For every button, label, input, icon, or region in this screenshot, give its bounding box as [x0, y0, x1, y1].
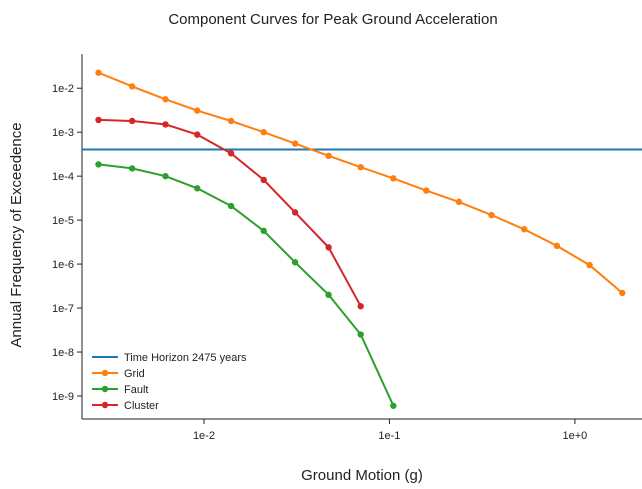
grid-point: [619, 289, 626, 297]
cluster-point: [128, 117, 136, 125]
grid-point: [488, 211, 495, 219]
series-fault: [95, 161, 397, 409]
y-tick-label: 1e-3: [52, 127, 74, 139]
cluster-point: [194, 131, 201, 138]
cluster-point: [227, 150, 235, 157]
cluster-point: [357, 303, 364, 310]
y-tick-label: 1e-6: [52, 259, 74, 271]
grid-point: [423, 187, 430, 194]
cluster-point: [260, 176, 267, 184]
grid-point: [390, 175, 397, 182]
x-axis-label: Ground Motion (g): [301, 467, 423, 484]
chart-title: Component Curves for Peak Ground Acceler…: [168, 11, 497, 28]
y-ticks: 1e-2 1e-3 1e-4 1e-5 1e-6 1e-7 1e-8 1e-9: [52, 83, 82, 403]
y-tick-label: 1e-2: [52, 83, 74, 95]
legend-label-fault: Fault: [124, 384, 148, 396]
legend-label-cluster: Cluster: [124, 400, 159, 412]
fault-point: [357, 331, 364, 338]
grid-point: [162, 96, 169, 103]
fault-point: [194, 185, 201, 192]
grid-point: [455, 198, 463, 206]
grid-point: [586, 261, 593, 269]
y-tick-label: 1e-9: [52, 391, 74, 403]
cluster-point: [95, 116, 102, 124]
grid-point: [325, 152, 332, 160]
legend-marker-cluster: [101, 401, 109, 409]
fault-point: [162, 172, 169, 180]
cluster-point: [291, 209, 299, 216]
y-tick-label: 1e-7: [52, 303, 74, 315]
x-tick-label: 1e-2: [193, 430, 215, 442]
grid-point: [194, 107, 201, 114]
series-grid: [95, 69, 626, 297]
x-tick-label: 1e+0: [563, 430, 588, 442]
fault-line: [98, 163, 395, 407]
cluster-point: [325, 244, 332, 251]
grid-point: [553, 242, 561, 250]
series-cluster: [95, 116, 364, 310]
y-tick-label: 1e-8: [52, 347, 74, 359]
grid-point: [227, 117, 235, 125]
grid-point: [357, 163, 364, 171]
y-axis-label: Annual Frequency of Exceedence: [8, 122, 25, 347]
x-tick-label: 1e-1: [378, 430, 400, 442]
legend: Time Horizon 2475 years Grid Fault Clust…: [92, 352, 247, 412]
fault-point: [291, 259, 299, 266]
y-tick-label: 1e-4: [52, 171, 74, 183]
legend-label-grid: Grid: [124, 368, 145, 380]
series-layer: [95, 69, 626, 409]
x-ticks: 1e-2 1e-1 1e+0: [193, 419, 587, 442]
grid-point: [521, 226, 528, 233]
grid-point: [260, 128, 267, 136]
cluster-point: [162, 121, 169, 128]
fault-point: [325, 291, 332, 299]
grid-point: [128, 83, 136, 90]
y-tick-label: 1e-5: [52, 215, 74, 227]
fault-point: [390, 402, 397, 409]
fault-point: [227, 202, 235, 210]
fault-point: [128, 165, 136, 172]
legend-marker-fault: [101, 385, 109, 393]
legend-label-time-horizon: Time Horizon 2475 years: [124, 352, 247, 364]
grid-point: [95, 69, 102, 76]
fault-point: [95, 161, 102, 168]
grid-point: [291, 140, 299, 147]
grid-line: [98, 71, 623, 294]
fault-point: [260, 227, 267, 235]
legend-marker-grid: [101, 369, 109, 377]
cluster-line: [98, 118, 362, 307]
